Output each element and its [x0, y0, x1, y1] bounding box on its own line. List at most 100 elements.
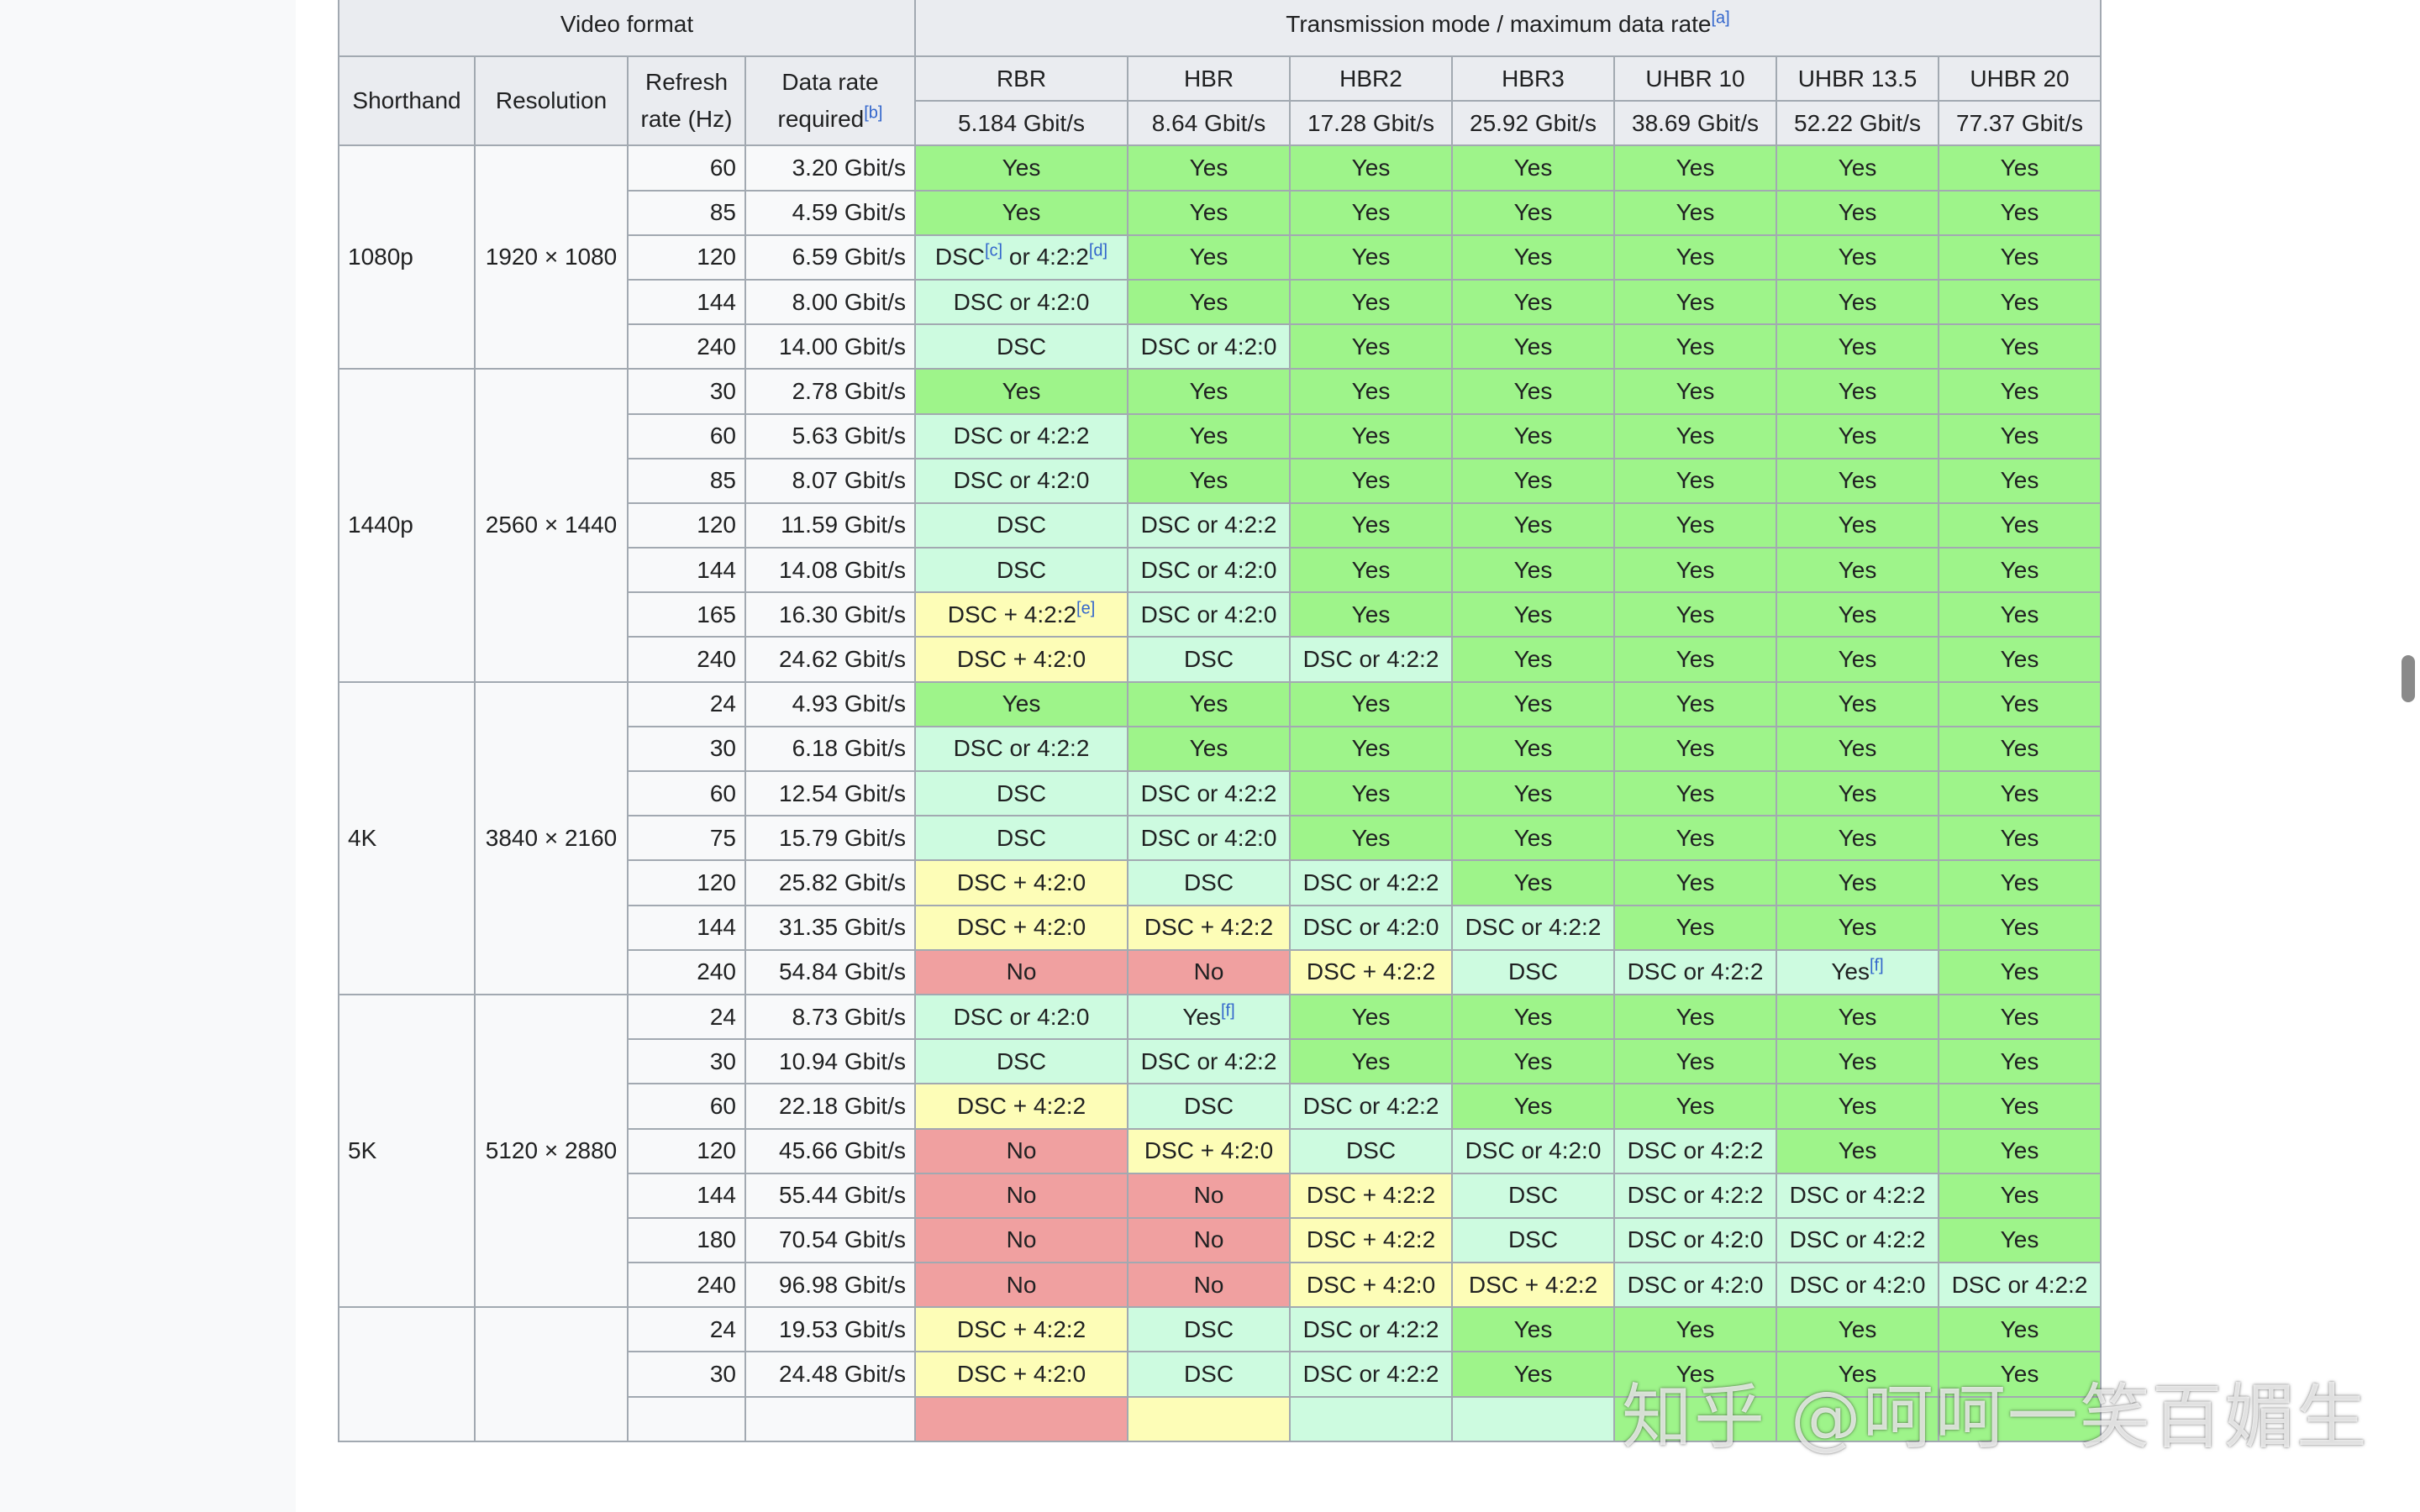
table-row: 75 15.79 Gbit/s DSC DSC or 4:2:0 Yes Yes Yes Ye…	[339, 815, 2102, 862]
table-row: 60 12.54 Gbit/s DSC DSC or 4:2:2 Yes Yes Yes Ye…	[339, 769, 2102, 817]
support-text: DSC or 4:2:0	[1140, 824, 1277, 851]
support-text: DSC + 4:2:2	[1468, 1271, 1598, 1298]
support-text: Yes	[1513, 467, 1553, 494]
table-row: 4K 3840 × 2160 24 4.93 Gbit/s Yes Yes Yes Yes Ye…	[338, 680, 2102, 995]
support-text: Yes	[1189, 735, 1228, 762]
transmission-mode-header: Transmission mode / maximum data rate[a]	[914, 0, 2102, 57]
support-text: Yes	[1838, 1137, 1877, 1164]
support-text: DSC	[1183, 1315, 1234, 1342]
support-text: DSC	[1507, 1226, 1559, 1253]
support-text: Yes	[1676, 333, 1715, 360]
support-text: Yes	[1838, 1361, 1877, 1388]
table-row: 30 24.48 Gbit/s DSC + 4:2:0 DSC DSC or 4:2:2…	[339, 1351, 2102, 1398]
support-text: Yes	[1351, 333, 1391, 360]
data-rate-cell: 24.62 Gbit/s	[744, 636, 916, 683]
support-cell: Yes	[1776, 323, 1939, 370]
shorthand-cell: 5K	[338, 993, 476, 1309]
refresh-rate-cell: 75	[627, 815, 746, 862]
table-row: 120 25.82 Gbit/s DSC + 4:2:0 DSC DSC or 4:2:…	[339, 859, 2102, 906]
support-text: DSC	[996, 333, 1047, 360]
support-cell: Yes	[1776, 1038, 1939, 1085]
support-cell: Yes	[1776, 1351, 1939, 1398]
support-text: DSC	[1183, 1361, 1234, 1388]
footnote-link[interactable]: [d]	[1088, 242, 1108, 261]
footnote-link[interactable]: [e]	[1076, 599, 1096, 618]
refresh-rate-cell: 30	[627, 1038, 746, 1085]
support-cell: Yes	[1127, 680, 1291, 727]
support-text: DSC	[1183, 646, 1234, 673]
footnote-link[interactable]: [c]	[985, 242, 1003, 261]
support-cell: Yes	[1613, 636, 1777, 683]
support-cell: Yes	[1451, 323, 1615, 370]
support-cell: No	[1127, 1172, 1291, 1219]
support-text: Yes	[2000, 1361, 2039, 1388]
refresh-rate-cell: 24	[627, 680, 746, 727]
table-row: 240 96.98 Gbit/s No No DSC + 4:2:0 DSC + 4:2:…	[339, 1262, 2102, 1309]
support-text: DSC or 4:2:0	[953, 1003, 1090, 1030]
support-cell: Yes	[1451, 680, 1615, 727]
support-text: Yes	[1676, 1047, 1715, 1074]
footnote-b[interactable]: [b]	[864, 103, 883, 123]
support-cell: DSC or 4:2:0	[1776, 1262, 1939, 1309]
support-cell: DSC or 4:2:2	[1289, 1083, 1453, 1130]
data-rate-cell: 70.54 Gbit/s	[744, 1216, 916, 1264]
resolution-cell: 3840 × 2160	[474, 680, 629, 995]
support-text: No	[1006, 1182, 1037, 1209]
support-cell: Yes	[1938, 1351, 2102, 1398]
support-text: DSC + 4:2:0	[956, 1361, 1086, 1388]
support-text: Yes	[1676, 780, 1715, 806]
table-row: 30 10.94 Gbit/s DSC DSC or 4:2:2 Yes Yes Yes Ye…	[339, 1038, 2102, 1085]
data-rate-cell: 45.66 Gbit/s	[744, 1127, 916, 1174]
support-text: DSC + 4:2:2	[956, 1092, 1086, 1119]
left-sidebar	[0, 0, 297, 1512]
data-rate-cell: 16.30 Gbit/s	[744, 591, 916, 638]
mode-hbr: HBR	[1127, 55, 1291, 102]
support-text: No	[1193, 1271, 1224, 1298]
resolution-cell: 2560 × 1440	[474, 368, 629, 683]
support-text: Yes	[2000, 467, 2039, 494]
footnote-a[interactable]: [a]	[1711, 8, 1730, 28]
support-text: Yes	[2000, 646, 2039, 673]
support-text: Yes	[1838, 154, 1877, 181]
support-text: DSC	[1183, 1092, 1234, 1119]
support-cell: DSC + 4:2:2	[1289, 948, 1453, 995]
support-text: DSC or 4:2:2	[1140, 780, 1277, 806]
support-text: Yes	[2000, 1047, 2039, 1074]
support-cell: Yes	[1613, 591, 1777, 638]
support-text: Yes	[1002, 154, 1041, 181]
support-cell: No	[914, 1262, 1128, 1309]
scrollbar-thumb[interactable]	[2402, 655, 2415, 702]
support-text: Yes	[1002, 690, 1041, 717]
support-text: Yes	[1513, 869, 1553, 895]
support-cell: Yes	[1938, 948, 2102, 995]
support-text: Yes	[1351, 199, 1391, 226]
support-text: Yes	[1838, 467, 1877, 494]
support-cell: DSC or 4:2:2	[1613, 1127, 1777, 1174]
support-cell: Yes	[1289, 725, 1453, 773]
support-cell: Yes	[1289, 815, 1453, 862]
footnote-link[interactable]: [f]	[1870, 957, 1884, 976]
support-cell: Yes	[1938, 323, 2102, 370]
support-text: DSC	[996, 824, 1047, 851]
mode-hbr3-rate: 25.92 Gbit/s	[1451, 100, 1615, 147]
footnote-link[interactable]: [f]	[1221, 1001, 1235, 1021]
table-row: 144 8.00 Gbit/s DSC or 4:2:0 Yes Yes Yes Yes Ye…	[339, 278, 2102, 326]
support-cell: Yes	[1776, 591, 1939, 638]
support-cell: Yes	[1127, 278, 1291, 326]
mode-hbr2-rate: 17.28 Gbit/s	[1289, 100, 1453, 147]
support-text: DSC + 4:2:2	[1306, 1226, 1436, 1253]
support-cell: Yes	[1289, 234, 1453, 281]
page-scrollbar[interactable]	[2396, 0, 2420, 1512]
support-text: Yes	[1513, 646, 1553, 673]
support-cell: Yes	[1776, 412, 1939, 459]
support-cell: DSC or 4:2:0	[1613, 1216, 1777, 1264]
support-text: Yes	[1513, 1315, 1553, 1342]
support-cell: Yes	[1613, 815, 1777, 862]
support-text: Yes	[1351, 780, 1391, 806]
support-cell: No	[914, 1127, 1128, 1174]
support-text: Yes	[1676, 154, 1715, 181]
mode-uhbr135: UHBR 13.5	[1776, 55, 1939, 102]
support-cell: Yes	[1938, 1306, 2102, 1353]
support-cell: Yes	[1776, 859, 1939, 906]
support-text: Yes	[1513, 601, 1553, 627]
